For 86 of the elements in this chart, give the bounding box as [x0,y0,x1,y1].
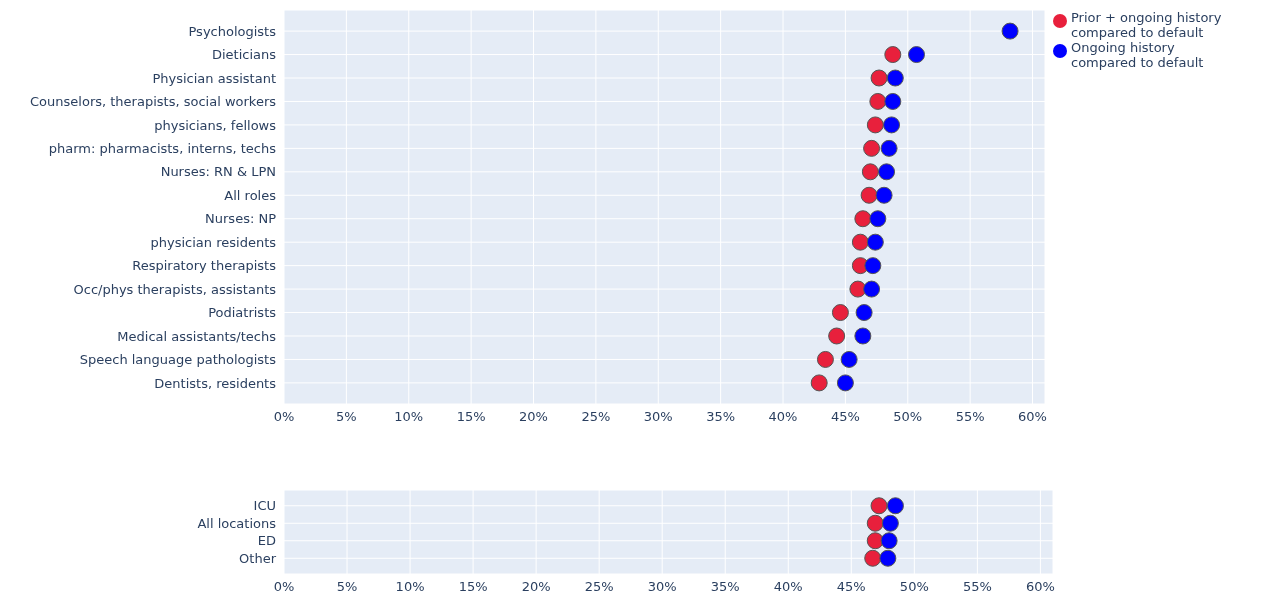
point [884,92,902,110]
legend-label: Prior + ongoing history compared to default [1071,10,1223,40]
point [886,69,904,87]
y-tick-label: All locations [197,515,277,531]
point [875,186,893,204]
x-tick-label: 25% [581,409,611,425]
point [869,210,887,228]
x-tick-label: 10% [394,409,424,425]
x-tick-label: 60% [1018,409,1047,425]
point [854,327,872,345]
point [861,163,879,181]
x-tick-label: 20% [521,579,551,595]
point [880,139,898,157]
point [864,257,882,275]
x-tick-label: 45% [836,579,866,595]
point [886,497,904,515]
x-tick-label: 40% [768,409,798,425]
x-tick-label: 30% [647,579,677,595]
y-tick-label: Psychologists [188,23,277,39]
y-tick-label: Counselors, therapists, social workers [30,94,277,110]
point [854,210,872,228]
point [828,327,846,345]
point [810,374,828,392]
y-tick-label: Dentists, residents [154,375,277,391]
point [884,46,902,64]
y-tick-label: Physician assistant [152,70,276,86]
point [881,514,899,532]
point [869,92,887,110]
point [866,514,884,532]
point [816,350,834,368]
point [836,374,854,392]
y-tick-label: Nurses: NP [205,211,277,227]
y-tick-label: Occ/phys therapists, assistants [73,281,277,297]
x-tick-label: 15% [456,409,486,425]
point [866,233,884,251]
x-tick-label: 40% [773,579,803,595]
x-tick-label: 50% [893,409,923,425]
point [840,350,858,368]
point [864,549,882,567]
x-tick-label: 35% [710,579,740,595]
point [851,233,869,251]
y-tick-label: physicians, fellows [154,117,277,133]
x-tick-label: 45% [830,409,860,425]
y-tick-label: Nurses: RN & LPN [160,164,276,180]
x-tick-label: 0% [273,579,295,595]
x-tick-label: 5% [336,409,357,425]
point [870,69,888,87]
x-tick-label: 25% [584,579,614,595]
y-tick-label: physician residents [150,234,277,250]
x-tick-label: 30% [643,409,673,425]
x-tick-label: 60% [1025,579,1055,595]
y-tick-label: Dieticians [211,47,277,63]
point [878,163,896,181]
point [849,280,867,298]
point [1001,22,1019,40]
point [879,549,897,567]
point [860,186,878,204]
y-tick-label: Respiratory therapists [132,258,277,274]
y-tick-label: Speech language pathologists [79,352,277,368]
x-tick-label: 10% [395,579,425,595]
point [908,46,925,64]
point [866,532,884,550]
y-tick-label: All roles [224,187,277,203]
point [863,139,881,157]
y-tick-label: ICU [253,498,276,514]
x-tick-label: 0% [273,409,295,425]
x-tick-label: 35% [706,409,736,425]
point [870,497,888,515]
legend-label: Ongoing history compared to default [1071,40,1205,70]
point [883,116,901,134]
x-tick-label: 15% [458,579,488,595]
x-tick-label: 50% [899,579,929,595]
y-tick-label: Other [239,550,277,566]
y-tick-label: Medical assistants/techs [117,328,277,344]
x-tick-label: 55% [962,579,992,595]
x-tick-label: 20% [519,409,548,425]
point [863,280,881,298]
y-tick-label: ED [257,533,276,549]
x-tick-label: 55% [955,409,985,425]
point [866,116,884,134]
point [855,304,873,322]
point [831,304,849,322]
point [880,532,898,550]
y-tick-label: Podiatrists [208,305,277,321]
y-tick-label: pharm: pharmacists, interns, techs [48,140,277,156]
x-tick-label: 5% [336,579,358,595]
